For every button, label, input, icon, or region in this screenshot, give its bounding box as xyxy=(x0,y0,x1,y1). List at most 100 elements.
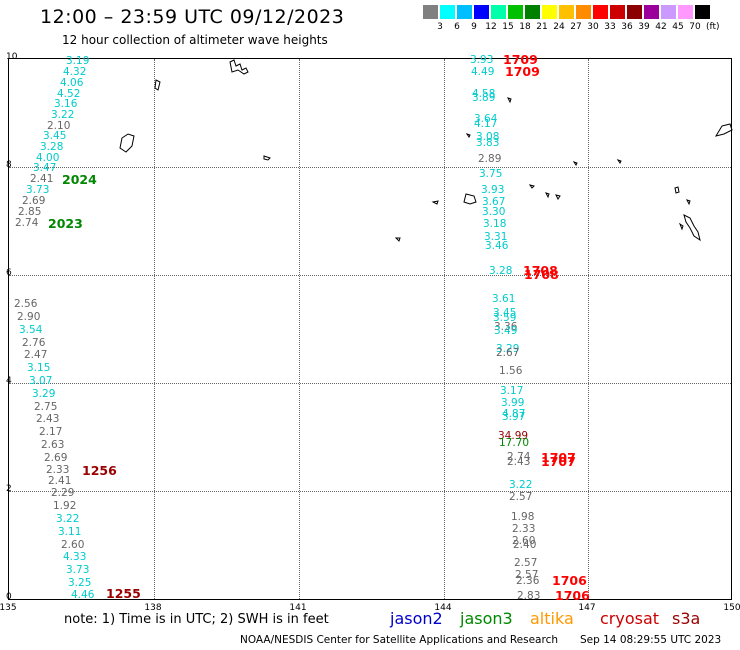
wave-height-value: 1.92 xyxy=(53,500,77,512)
wave-height-value: 2.76 xyxy=(22,337,46,349)
lon-label-147: 147 xyxy=(578,603,596,613)
wave-height-value: 3.49 xyxy=(494,325,518,337)
grid-line-144 xyxy=(444,59,445,599)
lon-label-144: 144 xyxy=(434,603,452,613)
lon-label-138: 138 xyxy=(144,603,162,613)
pass-time-label: 1708 xyxy=(523,263,558,278)
wave-height-value: 2.47 xyxy=(24,349,48,361)
wave-height-value: 3.59 xyxy=(493,312,517,324)
color-scale-label: 21 xyxy=(536,22,548,32)
color-scale-label: 6 xyxy=(454,22,460,32)
wave-height-value: 4.52 xyxy=(57,88,81,100)
wave-height-value: 3.19 xyxy=(66,55,90,67)
wave-height-value: 2.89 xyxy=(478,153,502,165)
legend-jason2: jason2 xyxy=(390,609,443,628)
color-swatch xyxy=(644,5,659,19)
wave-height-value: 2.85 xyxy=(18,206,42,218)
pass-time-label: 1707 xyxy=(541,454,576,469)
wave-height-value: 3.08 xyxy=(476,131,500,143)
wave-height-value: 2.36 xyxy=(516,575,540,587)
color-swatch xyxy=(661,5,676,19)
wave-height-value: 3.47 xyxy=(33,162,57,174)
color-swatch xyxy=(627,5,642,19)
wave-height-value: 2.69 xyxy=(44,452,68,464)
legend-note: note: 1) Time is in UTC; 2) SWH is in fe… xyxy=(64,612,329,627)
wave-height-value: 2.43 xyxy=(36,413,60,425)
wave-height-value: 3.89 xyxy=(472,92,496,104)
wave-height-value: 4.17 xyxy=(474,118,498,130)
generation-timestamp: Sep 14 08:29:55 UTC 2023 xyxy=(580,634,722,646)
wave-height-value: 3.54 xyxy=(19,324,43,336)
page-title: 12:00 – 23:59 UTC 09/12/2023 xyxy=(40,6,345,28)
pass-time-label: 1256 xyxy=(82,463,117,478)
wave-height-value: 3.11 xyxy=(58,526,82,538)
wave-height-value: 2.33 xyxy=(46,464,70,476)
color-swatch xyxy=(525,5,540,19)
wave-height-value: 3.28 xyxy=(489,265,513,277)
wave-height-value: 2.57 xyxy=(509,491,533,503)
wave-height-value: 3.29 xyxy=(32,388,56,400)
wave-height-value: 4.46 xyxy=(71,589,95,601)
color-swatch xyxy=(610,5,625,19)
wave-height-value: 3.99 xyxy=(501,397,525,409)
color-scale-label: 18 xyxy=(519,22,531,32)
lat-label-4: 4 xyxy=(6,376,12,386)
wave-height-value: 2.29 xyxy=(51,487,75,499)
wave-height-value: 1.98 xyxy=(511,511,535,523)
lon-label-150: 150 xyxy=(723,603,740,613)
wave-height-value: 3.31 xyxy=(484,231,508,243)
wave-height-value: 3.16 xyxy=(54,98,78,110)
wave-height-value: 3.64 xyxy=(474,113,498,125)
wave-height-value: 3.22 xyxy=(56,513,80,525)
wave-height-value: 4.58 xyxy=(472,88,496,100)
wave-height-value: 2.57 xyxy=(515,569,539,581)
wave-height-value: 3.30 xyxy=(482,206,506,218)
wave-height-value: 3.73 xyxy=(26,184,50,196)
lat-label-2: 2 xyxy=(6,484,12,494)
pass-time-label: 1708 xyxy=(524,267,559,282)
color-scale-label: 9 xyxy=(471,22,477,32)
wave-height-value: 3.22 xyxy=(51,109,75,121)
wave-height-value: 3.75 xyxy=(479,168,503,180)
color-scale-unit: (ft) xyxy=(706,22,720,32)
wave-height-value: 3.18 xyxy=(483,218,507,230)
wave-height-value: 4.06 xyxy=(60,77,84,89)
wave-height-value: 34.99 xyxy=(498,430,529,442)
color-swatch xyxy=(678,5,693,19)
color-scale-label: 3 xyxy=(437,22,443,32)
wave-height-value: 3.73 xyxy=(66,564,90,576)
wave-height-value: 2.10 xyxy=(47,120,71,132)
grid-line-2 xyxy=(9,491,731,492)
color-swatch xyxy=(593,5,608,19)
legend-jason3: jason3 xyxy=(460,609,513,628)
wave-height-value: 3.45 xyxy=(43,130,67,142)
color-swatch xyxy=(423,5,438,19)
wave-height-value: 2.33 xyxy=(512,523,536,535)
pass-time-label: 1709 xyxy=(503,52,538,67)
wave-height-value: 4.33 xyxy=(63,551,87,563)
wave-height-value: 2.90 xyxy=(17,311,41,323)
credit-line: NOAA/NESDIS Center for Satellite Applica… xyxy=(240,634,558,646)
wave-height-value: 2.74 xyxy=(507,451,531,463)
wave-height-value: 4.87 xyxy=(502,408,526,420)
wave-height-value: 2.40 xyxy=(513,539,537,551)
color-swatch xyxy=(491,5,506,19)
wave-height-value: 2.56 xyxy=(14,298,38,310)
wave-height-value: 3.29 xyxy=(496,343,520,355)
wave-height-value: 3.93 xyxy=(481,184,505,196)
wave-height-value: 17.70 xyxy=(499,437,530,449)
pass-time-label: 1706 xyxy=(555,588,590,603)
wave-height-value: 3.17 xyxy=(500,385,524,397)
color-swatch xyxy=(559,5,574,19)
color-scale-label: 45 xyxy=(672,22,684,32)
pass-time-label: 1707 xyxy=(541,450,576,465)
color-scale-label: 27 xyxy=(570,22,582,32)
wave-height-value: 3.28 xyxy=(40,141,64,153)
legend-s3a: s3a xyxy=(672,609,701,628)
color-swatch xyxy=(695,5,710,19)
pass-time-label: 2024 xyxy=(62,172,97,187)
wave-height-value: 3.93 xyxy=(470,54,494,66)
wave-height-value: 3.61 xyxy=(492,293,516,305)
wave-height-value: 3.15 xyxy=(27,362,51,374)
